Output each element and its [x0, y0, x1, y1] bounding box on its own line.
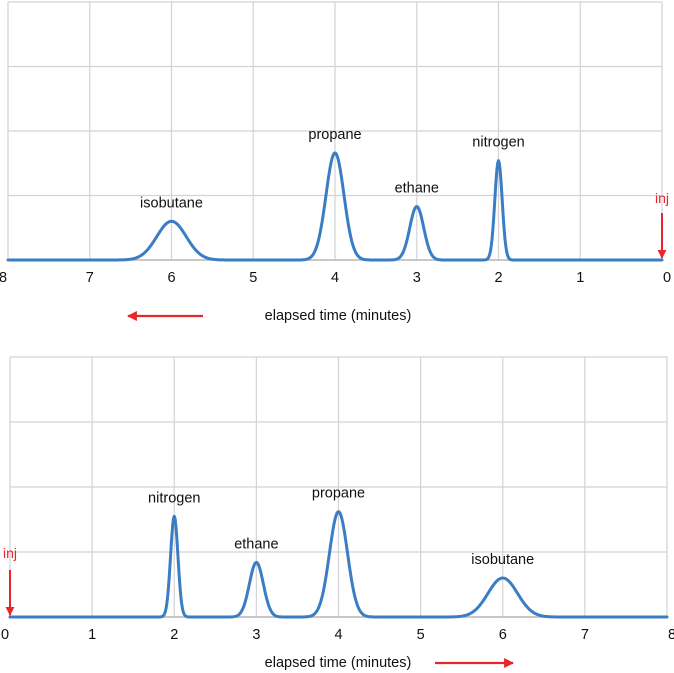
x-tick-label: 8 — [668, 627, 674, 643]
x-tick-label: 7 — [86, 270, 94, 286]
chromatogram-trace — [8, 510, 669, 619]
peak-label-isobutane: isobutane — [140, 195, 203, 211]
injection-label: inj — [655, 190, 669, 206]
x-tick-label: 6 — [499, 627, 507, 643]
chromatogram-trace — [6, 151, 664, 262]
x-tick-label: 8 — [0, 270, 7, 286]
chromatogram-bottom: nitrogen ethane propane isobutane 0 1 2 3 4 5 6 7 8 e… — [1, 356, 674, 671]
x-tick-label: 6 — [167, 270, 175, 286]
x-axis-label: elapsed time (minutes) — [265, 655, 412, 671]
x-tick-label: 7 — [581, 627, 589, 643]
chromatogram-top: isobutane propane ethane nitrogen 8 7 6 5 4 3 2 1 0 e… — [0, 1, 671, 324]
peak-label-ethane: ethane — [395, 180, 439, 196]
x-tick-label: 5 — [417, 627, 425, 643]
x-tick-label: 4 — [331, 270, 339, 286]
x-tick-label: 1 — [88, 627, 96, 643]
x-tick-label: 3 — [252, 627, 260, 643]
x-tick-label: 1 — [576, 270, 584, 286]
x-tick-label: 4 — [334, 627, 342, 643]
peak-label-propane: propane — [308, 127, 361, 143]
peak-label-nitrogen: nitrogen — [472, 135, 524, 151]
x-axis-label: elapsed time (minutes) — [265, 308, 412, 324]
x-tick-label: 2 — [494, 270, 502, 286]
x-tick-label: 2 — [170, 627, 178, 643]
peak-label-ethane: ethane — [234, 536, 278, 552]
injection-label: inj — [3, 545, 17, 561]
x-tick-label: 3 — [413, 270, 421, 286]
x-tick-label: 5 — [249, 270, 257, 286]
x-tick-label: 0 — [663, 270, 671, 286]
x-tick-label: 0 — [1, 627, 9, 643]
peak-label-nitrogen: nitrogen — [148, 490, 200, 506]
peak-label-propane: propane — [312, 486, 365, 502]
peak-label-isobutane: isobutane — [471, 552, 534, 568]
